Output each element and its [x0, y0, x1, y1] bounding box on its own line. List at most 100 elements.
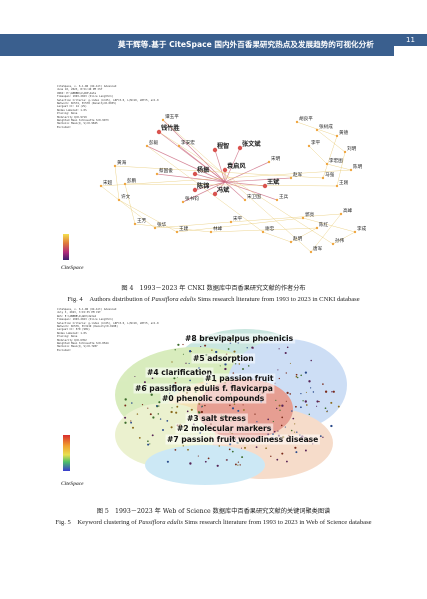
author-node: [275, 198, 279, 202]
author-label: 黄德: [339, 129, 349, 136]
keyword-node: [295, 451, 298, 454]
co-author-link: [316, 129, 346, 153]
cluster-label-bg: [185, 413, 248, 424]
cluster-label-bg: [145, 367, 214, 378]
co-author-link: [322, 135, 338, 179]
author-node: [331, 242, 335, 246]
keyword-node: [243, 409, 245, 411]
keyword-node: [232, 372, 235, 374]
author-label: 李成: [357, 225, 367, 232]
cluster-label-text: #6 passiflora edulis f. flavicarpa: [135, 384, 273, 393]
keyword-node: [276, 458, 279, 461]
co-author-link: [162, 119, 312, 253]
keyword-node: [225, 459, 227, 461]
keyword-node: [204, 404, 206, 407]
cluster-label-text: #7 passion fruit woodiness disease: [167, 435, 318, 444]
author-label: 宋卫国: [247, 193, 261, 200]
co-author-link: [158, 131, 334, 245]
keyword-node: [177, 343, 180, 346]
keyword-node: [291, 410, 293, 412]
author-node: [289, 240, 293, 244]
citespace-logo: CiteSpace: [61, 481, 84, 487]
keyword-node: [227, 348, 230, 350]
keyword-node: [289, 393, 292, 395]
meta-line: Nodes Labeled: 1.0%: [57, 108, 87, 112]
keyword-node: [279, 409, 281, 411]
author-label: 黄海: [117, 159, 127, 166]
keyword-node: [286, 346, 289, 349]
keyword-node: [174, 449, 177, 451]
keyword-node: [149, 443, 151, 445]
cluster-label: #5 adsorption: [191, 353, 256, 364]
keyword-node: [200, 410, 204, 414]
keyword-node: [251, 346, 254, 349]
author-node: [261, 230, 265, 234]
keyword-node: [270, 455, 272, 458]
meta-line: Network: N=574, E=578 (Density=0.0035): [57, 102, 117, 106]
keyword-node: [286, 391, 289, 395]
keyword-node: [166, 420, 169, 422]
keyword-node: [278, 404, 281, 407]
keyword-node: [124, 398, 127, 401]
keyword-node: [318, 400, 320, 403]
figure-5-meta: CiteSpace, v. 6.1.R6 (64-bit) Advanced Ju…: [57, 308, 159, 352]
keyword-node: [275, 407, 278, 410]
keyword-node: [152, 416, 155, 419]
keyword-node: [241, 456, 244, 459]
keyword-node: [281, 452, 284, 455]
co-author-link: [310, 213, 342, 253]
author-node: [301, 216, 305, 220]
keyword-node: [295, 373, 298, 376]
keyword-node: [267, 418, 270, 421]
keyword-node: [229, 404, 231, 407]
figure-5-caption-en: Fig. 5 Keyword clustering of Passiflora …: [0, 516, 427, 526]
keyword-node: [294, 405, 297, 408]
cluster-label: #0 phenolic compounds: [160, 393, 267, 404]
author-node: [155, 172, 159, 176]
keyword-node: [182, 343, 184, 346]
cluster-areas: [115, 329, 347, 485]
keyword-node: [136, 413, 139, 415]
keyword-node: [197, 455, 199, 457]
cluster-label: #3 salt stress: [185, 413, 248, 424]
keyword-node: [237, 409, 240, 412]
keyword-node: [188, 362, 190, 364]
keyword-node: [155, 405, 158, 407]
keyword-node: [330, 401, 333, 404]
keyword-node: [305, 391, 307, 393]
keyword-node: [170, 426, 173, 429]
meta-line: WoS: E:\ABBBB\A\ADX\data2: [57, 314, 97, 318]
keyword-node: [239, 464, 241, 466]
author-label: 高峰: [343, 207, 353, 214]
keyword-node: [284, 426, 286, 428]
author-label: 赵军: [293, 171, 303, 178]
meta-line: Excluded:: [57, 348, 72, 352]
author-label: 袁启风: [226, 162, 246, 170]
keyword-node: [330, 424, 333, 428]
keyword-node: [159, 418, 162, 420]
keyword-node: [272, 420, 274, 423]
meta-line: Nodes Labeled: 1.0%: [57, 331, 87, 335]
keyword-node: [147, 407, 149, 409]
keyword-node: [322, 383, 324, 385]
keyword-node: [219, 365, 221, 367]
keyword-node: [296, 431, 298, 433]
author-node: [321, 176, 325, 180]
keyword-node: [326, 410, 328, 412]
keyword-node: [231, 407, 235, 410]
figure-5-cluster-map: #8 brevipalpus phoenicis #5 adsorption #4 …: [63, 329, 347, 485]
keyword-node: [285, 372, 287, 374]
keyword-node: [130, 420, 132, 422]
timeline-legend: [63, 435, 70, 471]
caption-suffix: Sims research literature from 1993 to 20…: [195, 296, 360, 303]
meta-line: CiteSpace, v. 6.1.R6 (64-bit) Advanced: [57, 308, 117, 311]
co-author-link: [262, 231, 292, 243]
author-node: [309, 250, 313, 254]
co-author-link: [114, 165, 120, 201]
co-author-link: [154, 221, 232, 229]
author-node: [237, 145, 243, 151]
keyword-node: [182, 445, 184, 447]
keyword-node: [151, 434, 154, 437]
